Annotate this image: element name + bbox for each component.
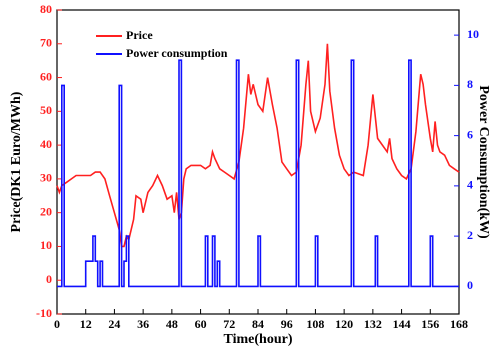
y2-axis-title: Power Consumption(kW): [476, 85, 491, 239]
x-tick-label: 60: [195, 317, 207, 331]
x-tick-label: 48: [166, 317, 178, 331]
x-tick-label: 36: [137, 317, 149, 331]
y-tick-label: 80: [40, 2, 52, 16]
x-tick-label: 12: [80, 317, 92, 331]
x-tick-label: 84: [252, 317, 264, 331]
x-tick-label: 0: [54, 317, 60, 331]
x-tick-label: 24: [108, 317, 120, 331]
series-line: [57, 59, 459, 288]
x-tick-label: 96: [281, 317, 293, 331]
y-tick-label: 60: [40, 69, 52, 83]
x-tick-label: 156: [421, 317, 439, 331]
y-tick-label: -10: [36, 306, 52, 320]
y2-tick-label: 0: [467, 278, 473, 292]
y-tick-label: 0: [46, 272, 52, 286]
x-tick-label: 168: [450, 317, 468, 331]
y-tick-label: 20: [40, 204, 52, 218]
y-tick-label: 10: [40, 238, 52, 252]
x-axis-title: Time(hour): [224, 332, 293, 347]
y-axis-title: Price(DK1 Euro/MWh): [9, 91, 24, 232]
legend-label: Price: [126, 28, 153, 42]
y-tick-label: 30: [40, 171, 52, 185]
y-tick-label: 40: [40, 137, 52, 151]
x-tick-label: 144: [393, 317, 411, 331]
y2-tick-label: 8: [467, 77, 473, 91]
x-tick-label: 120: [335, 317, 353, 331]
y-tick-label: 70: [40, 36, 52, 50]
y2-tick-label: 10: [467, 27, 479, 41]
series-line: [56, 43, 460, 248]
y-tick-label: 50: [40, 103, 52, 117]
y2-tick-label: 2: [467, 228, 473, 242]
x-tick-label: 72: [223, 317, 235, 331]
x-tick-label: 132: [364, 317, 382, 331]
y2-tick-label: 4: [467, 178, 473, 192]
y2-tick-label: 6: [467, 127, 473, 141]
legend-label: Power consumption: [126, 46, 228, 60]
x-tick-label: 108: [306, 317, 324, 331]
